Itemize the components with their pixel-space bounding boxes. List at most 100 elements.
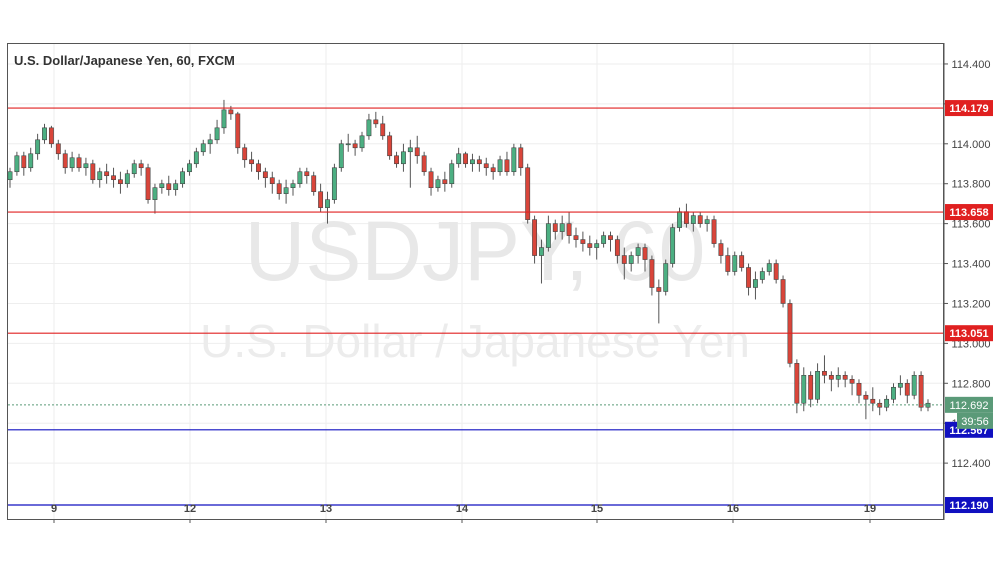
level-label-box <box>945 325 993 342</box>
candle-body <box>414 147 420 157</box>
candle-body <box>539 247 544 256</box>
candle-body <box>490 167 496 173</box>
candle-body <box>7 171 13 181</box>
candles <box>7 99 931 420</box>
candle <box>28 147 34 172</box>
candle-body <box>773 263 779 280</box>
candle <box>545 215 551 252</box>
candle <box>601 231 607 248</box>
candle-body <box>173 183 179 190</box>
countdown-label: 39:56 <box>961 416 989 428</box>
candle-body <box>28 153 34 169</box>
candle-body <box>373 119 379 125</box>
candle <box>822 355 827 384</box>
level-label: 113.658 <box>949 207 988 219</box>
candle-body <box>297 171 303 185</box>
candle <box>725 247 731 276</box>
price-labels: 114.179113.658113.051112.567112.190112.6… <box>945 100 993 514</box>
candle-body <box>276 183 282 194</box>
candle <box>532 215 538 264</box>
candle-body <box>704 219 710 224</box>
candle <box>311 171 317 196</box>
y-tick-label: 113.200 <box>952 298 991 310</box>
candle <box>159 179 165 194</box>
candle-body <box>545 223 551 248</box>
candle-body <box>407 147 413 153</box>
y-tick-label: 113.800 <box>952 179 991 191</box>
candle <box>345 133 351 152</box>
candle <box>670 223 676 268</box>
candle <box>773 259 779 284</box>
candle-body <box>235 113 241 149</box>
candle <box>711 215 717 248</box>
candle-body <box>331 167 337 200</box>
candle-body <box>35 139 41 155</box>
candle <box>173 179 179 196</box>
candle <box>221 99 227 134</box>
candle-body <box>483 163 489 169</box>
candle <box>235 111 241 154</box>
candle <box>649 255 655 296</box>
candle <box>511 143 517 176</box>
candle <box>276 179 282 200</box>
candle <box>897 375 903 396</box>
candle <box>21 151 27 176</box>
candle <box>780 275 786 308</box>
candle-body <box>497 159 503 173</box>
candle-body <box>318 191 324 208</box>
candle <box>117 171 123 194</box>
candle-body <box>732 255 738 272</box>
candle <box>242 143 248 168</box>
candle <box>739 251 745 272</box>
candle <box>62 149 68 174</box>
candle-body <box>283 187 289 194</box>
candle-body <box>83 163 89 169</box>
candle <box>614 235 620 264</box>
candle <box>801 367 807 412</box>
candle <box>690 211 696 232</box>
candle <box>870 387 876 412</box>
candle <box>656 279 662 324</box>
candle <box>580 231 586 252</box>
candle <box>256 159 261 180</box>
candle-body <box>62 153 68 169</box>
candle <box>352 139 358 156</box>
candle-body <box>525 167 531 220</box>
y-tick-label: 114.000 <box>952 139 991 151</box>
candle-body <box>642 247 648 260</box>
candle-body <box>200 143 206 153</box>
candle <box>262 167 268 188</box>
candle <box>428 167 434 196</box>
candle <box>407 139 413 188</box>
level-label-box <box>945 100 993 117</box>
candle-body <box>580 239 586 244</box>
candle-body <box>815 371 821 400</box>
candle <box>828 371 834 392</box>
candle-body <box>683 211 689 224</box>
candle <box>152 183 158 214</box>
x-tick-label: 9 <box>51 503 57 515</box>
candle-body <box>325 199 330 208</box>
candle-body <box>842 375 848 380</box>
candle-body <box>725 255 731 272</box>
candle <box>387 131 393 160</box>
watermark-symbol: USDJPY, 60 <box>245 204 706 298</box>
candle-body <box>635 247 641 256</box>
candle <box>456 147 462 168</box>
candle-body <box>904 382 910 396</box>
candle-body <box>262 171 268 179</box>
candle <box>463 151 468 168</box>
candle-body <box>214 127 220 141</box>
candle-body <box>180 171 185 185</box>
candle <box>166 175 172 196</box>
candle <box>414 135 420 164</box>
candle <box>97 167 103 188</box>
candle <box>476 155 482 172</box>
candle-body <box>614 239 620 256</box>
candle <box>483 157 489 176</box>
candle <box>435 175 441 192</box>
candle-body <box>304 171 310 177</box>
level-label-box <box>945 497 993 514</box>
